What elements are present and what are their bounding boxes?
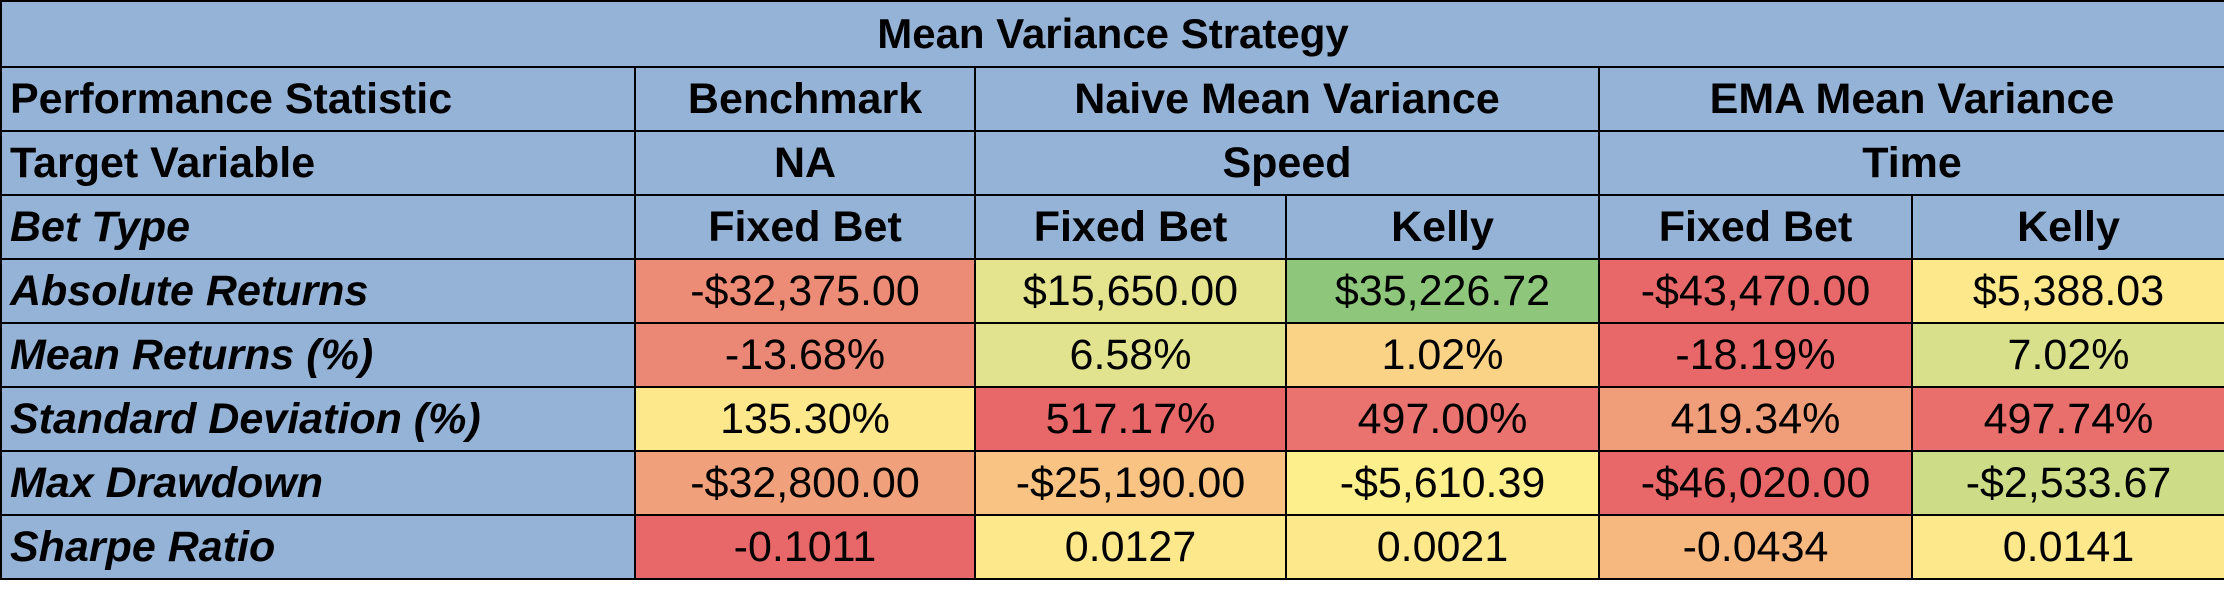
mean-variance-table: Mean Variance Strategy Performance Stati… [0, 0, 2224, 580]
value-cell: 497.00% [1285, 386, 1600, 452]
value-cell: 7.02% [1911, 322, 2224, 388]
table-title: Mean Variance Strategy [0, 0, 2224, 68]
title-row: Mean Variance Strategy [0, 0, 2224, 68]
table-row: Absolute Returns -$32,375.00 $15,650.00 … [0, 258, 2224, 324]
naive-mean-variance-header: Naive Mean Variance [974, 66, 1600, 132]
value-cell: 135.30% [634, 386, 976, 452]
value-cell: -$5,610.39 [1285, 450, 1600, 516]
value-cell: -$25,190.00 [974, 450, 1287, 516]
value-cell: -13.68% [634, 322, 976, 388]
value-cell: -$32,375.00 [634, 258, 976, 324]
row-label: Max Drawdown [0, 450, 636, 516]
value-cell: $35,226.72 [1285, 258, 1600, 324]
value-cell: -0.1011 [634, 514, 976, 580]
header-row: Performance Statistic Benchmark Naive Me… [0, 66, 2224, 132]
value-cell: 0.0141 [1911, 514, 2224, 580]
value-cell: -0.0434 [1598, 514, 1913, 580]
value-cell: 6.58% [974, 322, 1287, 388]
value-cell: $5,388.03 [1911, 258, 2224, 324]
row-label: Sharpe Ratio [0, 514, 636, 580]
row-label: Absolute Returns [0, 258, 636, 324]
benchmark-header: Benchmark [634, 66, 976, 132]
value-cell: 517.17% [974, 386, 1287, 452]
value-cell: $15,650.00 [974, 258, 1287, 324]
target-ema: Time [1598, 130, 2224, 196]
table-row: Standard Deviation (%) 135.30% 517.17% 4… [0, 386, 2224, 452]
value-cell: -$43,470.00 [1598, 258, 1913, 324]
target-variable-label: Target Variable [0, 130, 636, 196]
bet-type-row: Bet Type Fixed Bet Fixed Bet Kelly Fixed… [0, 194, 2224, 260]
performance-statistic-header: Performance Statistic [0, 66, 636, 132]
value-cell: -$32,800.00 [634, 450, 976, 516]
target-variable-row: Target Variable NA Speed Time [0, 130, 2224, 196]
row-label: Mean Returns (%) [0, 322, 636, 388]
bet-type-cell: Fixed Bet [974, 194, 1287, 260]
target-naive: Speed [974, 130, 1600, 196]
value-cell: 419.34% [1598, 386, 1913, 452]
bet-type-label: Bet Type [0, 194, 636, 260]
bet-type-cell: Fixed Bet [634, 194, 976, 260]
value-cell: -$2,533.67 [1911, 450, 2224, 516]
table-row: Max Drawdown -$32,800.00 -$25,190.00 -$5… [0, 450, 2224, 516]
value-cell: 0.0021 [1285, 514, 1600, 580]
bet-type-cell: Kelly [1911, 194, 2224, 260]
value-cell: -$46,020.00 [1598, 450, 1913, 516]
target-benchmark: NA [634, 130, 976, 196]
value-cell: 497.74% [1911, 386, 2224, 452]
bet-type-cell: Kelly [1285, 194, 1600, 260]
bet-type-cell: Fixed Bet [1598, 194, 1913, 260]
row-label: Standard Deviation (%) [0, 386, 636, 452]
value-cell: 1.02% [1285, 322, 1600, 388]
table-row: Sharpe Ratio -0.1011 0.0127 0.0021 -0.04… [0, 514, 2224, 580]
ema-mean-variance-header: EMA Mean Variance [1598, 66, 2224, 132]
table-row: Mean Returns (%) -13.68% 6.58% 1.02% -18… [0, 322, 2224, 388]
value-cell: -18.19% [1598, 322, 1913, 388]
value-cell: 0.0127 [974, 514, 1287, 580]
